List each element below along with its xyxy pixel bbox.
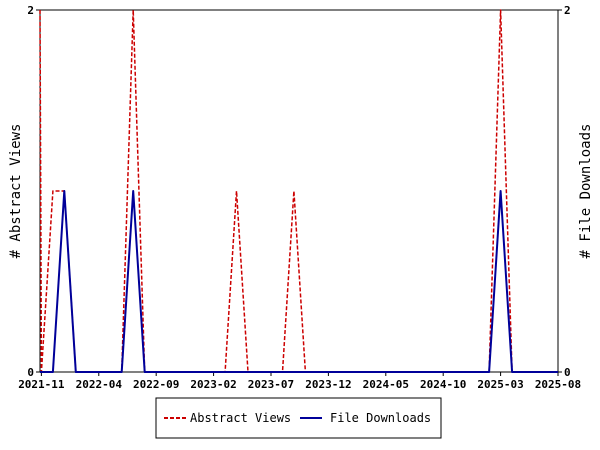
y-axis-title: # Abstract Views <box>8 124 24 259</box>
x-tick-label: 2023-12 <box>305 378 351 391</box>
x-tick-label: 2024-10 <box>420 378 466 391</box>
x-tick-label: 2021-11 <box>18 378 65 391</box>
x-tick-label: 2025-08 <box>535 378 581 391</box>
x-tick-label: 2022-04 <box>76 378 123 391</box>
legend-box <box>155 397 442 439</box>
x-tick-label: 2024-05 <box>363 378 409 391</box>
y-tick-label: 0 <box>27 366 34 379</box>
x-tick-label: 2025-03 <box>477 378 523 391</box>
y2-tick-label: 2 <box>564 4 571 17</box>
series-line-abstract-views <box>39 9 558 373</box>
y2-axis-title: # File Downloads <box>578 124 594 259</box>
legend-label: File Downloads <box>330 411 431 425</box>
y2-tick-label: 0 <box>564 366 571 379</box>
legend-label: Abstract Views <box>190 411 291 425</box>
series-line-file-downloads <box>40 190 558 373</box>
x-tick-label: 2023-07 <box>248 378 294 391</box>
y-tick-label: 2 <box>27 4 34 17</box>
x-tick-label: 2023-02 <box>190 378 236 391</box>
plot-frame <box>39 9 559 373</box>
x-tick-label: 2022-09 <box>133 378 179 391</box>
